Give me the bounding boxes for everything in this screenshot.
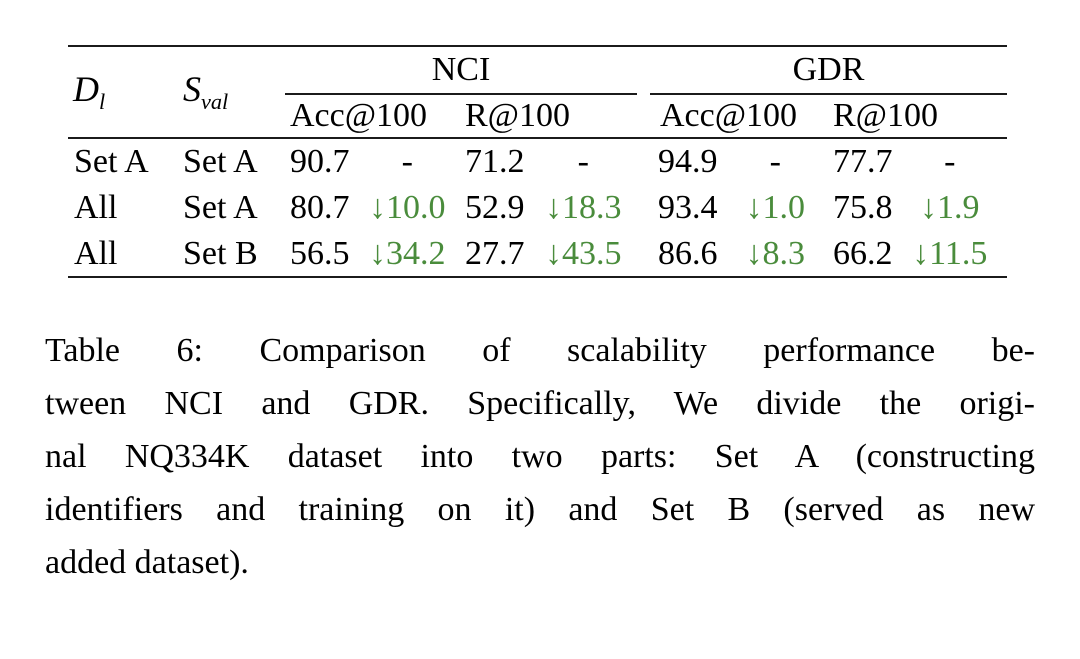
metric-value: 52.9 [465,189,525,226]
results-table: Dl Sval NCI GDR Acc@100 R@100 Acc@100 R@… [68,45,1007,278]
metric-delta: - [944,143,956,180]
metric-delta: ↓1.0 [745,189,806,226]
table-corner-headers: Dl Sval [68,47,293,137]
dataset-symbol-sub: l [99,89,106,115]
metric-cell-gdr-r: 66.2 ↓11.5 [833,235,1007,273]
metric-delta: - [769,143,781,180]
metric-delta: ↓43.5 [545,235,622,272]
caption-line: added dataset). [45,544,249,581]
group-header-row: NCI GDR [68,47,1007,93]
table-mid-rule [68,137,1007,139]
metric-value: 66.2 [833,235,893,272]
table-bottom-rule [68,276,1007,278]
gdr-cmidrule [650,93,1007,95]
caption-line: identifiers and training on it) and Set … [45,491,1035,528]
nci-cmidrule [285,93,637,95]
caption-line: nal NQ334K dataset into two parts: Set A… [45,438,1035,475]
metric-cell-gdr-r: 75.8 ↓1.9 [833,189,1007,227]
metric-cell-nci-acc: 80.7 ↓10.0 [290,189,465,227]
dataset-symbol-base: D [73,69,99,110]
metric-value: 90.7 [290,143,350,180]
group-header-nci: NCI [431,51,491,88]
subheader-nci-r100: R@100 [465,97,570,134]
subheader-row: Acc@100 R@100 Acc@100 R@100 [68,95,1007,137]
group-header-gdr: GDR [792,51,865,88]
subheader-gdr-acc100: Acc@100 [660,97,798,134]
table-body: Set A Set A 90.7 - 71.2 - 94.9 - 77.7 - … [68,139,1007,277]
cell-dl: All [74,235,118,272]
metric-value: 80.7 [290,189,350,226]
metric-cell-nci-r: 27.7 ↓43.5 [465,235,642,273]
metric-delta: ↓8.3 [745,235,806,272]
metric-delta: ↓34.2 [369,235,446,272]
metric-value: 93.4 [658,189,718,226]
metric-cell-nci-r: 71.2 - [465,143,642,181]
metric-delta: - [577,143,589,180]
table-row: All Set A 80.7 ↓10.0 52.9 ↓18.3 93.4 ↓1.… [68,185,1007,231]
metric-cell-gdr-acc: 94.9 - [658,143,833,181]
metric-cell-nci-r: 52.9 ↓18.3 [465,189,642,227]
table-caption: Table 6: Comparison of scalability perfo… [45,324,1035,589]
metric-delta: ↓18.3 [545,189,622,226]
metric-value: 77.7 [833,143,893,180]
caption-line: tween NCI and GDR. Specifically, We divi… [45,385,1035,422]
valset-symbol-sub: val [201,89,229,115]
metric-cell-gdr-r: 77.7 - [833,143,1007,181]
metric-value: 27.7 [465,235,525,272]
metric-value: 56.5 [290,235,350,272]
caption-line: Table 6: Comparison of scalability perfo… [45,332,1035,369]
subheader-nci-acc100: Acc@100 [290,97,428,134]
table-row: Set A Set A 90.7 - 71.2 - 94.9 - 77.7 - [68,139,1007,185]
metric-delta: ↓10.0 [369,189,446,226]
cell-sval: Set B [183,235,258,272]
metric-delta: - [401,143,413,180]
cell-sval: Set A [183,143,258,180]
subheader-gdr-r100: R@100 [833,97,938,134]
metric-value: 75.8 [833,189,893,226]
table-top-rule [68,45,1007,47]
metric-cell-gdr-acc: 93.4 ↓1.0 [658,189,833,227]
cell-dl: All [74,189,118,226]
cell-sval: Set A [183,189,258,226]
metric-delta: ↓11.5 [912,235,988,272]
header-dataset-symbol: Dl [68,68,183,115]
metric-cell-nci-acc: 90.7 - [290,143,465,181]
metric-value: 94.9 [658,143,718,180]
metric-delta: ↓1.9 [920,189,980,226]
metric-value: 71.2 [465,143,525,180]
valset-symbol-base: S [183,69,201,110]
metric-cell-nci-acc: 56.5 ↓34.2 [290,235,465,273]
metric-value: 86.6 [658,235,718,272]
cell-dl: Set A [74,143,149,180]
header-valset-symbol: Sval [183,68,293,115]
metric-cell-gdr-acc: 86.6 ↓8.3 [658,235,833,273]
table-row: All Set B 56.5 ↓34.2 27.7 ↓43.5 86.6 ↓8.… [68,231,1007,277]
